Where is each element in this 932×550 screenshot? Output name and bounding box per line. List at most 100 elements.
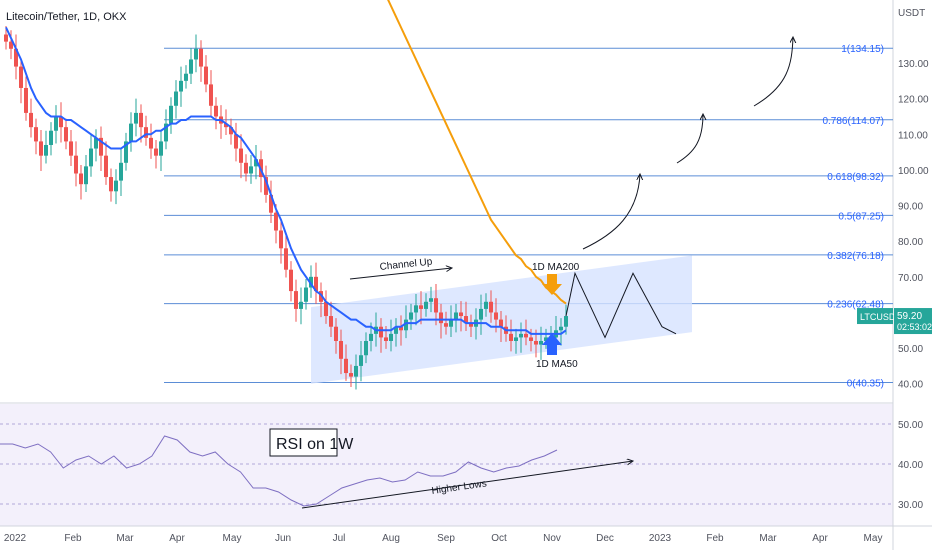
candle-body-15 bbox=[79, 173, 83, 185]
rsi-line bbox=[0, 435, 558, 507]
candle-body-73 bbox=[369, 333, 373, 341]
time-tick-4: May bbox=[223, 533, 242, 544]
candle-body-95 bbox=[479, 308, 483, 320]
last-price: 59.20 bbox=[897, 311, 922, 322]
time-tick-15: Apr bbox=[812, 533, 828, 544]
candle-body-1 bbox=[9, 41, 13, 49]
candle-body-104 bbox=[524, 333, 528, 338]
price-tick-6: 70.00 bbox=[898, 273, 923, 284]
candle-body-7 bbox=[39, 141, 43, 156]
candle-body-108 bbox=[544, 337, 548, 341]
candle-body-32 bbox=[164, 123, 168, 142]
candle-body-91 bbox=[459, 312, 463, 317]
candle-body-22 bbox=[114, 180, 118, 192]
ma200-arrow bbox=[542, 274, 562, 295]
candle-body-8 bbox=[44, 144, 48, 156]
price-tick-8: 50.00 bbox=[898, 344, 923, 355]
candle-body-59 bbox=[299, 301, 303, 309]
candle-body-56 bbox=[284, 248, 288, 270]
candle-body-3 bbox=[19, 66, 23, 88]
time-tick-2: Mar bbox=[116, 533, 134, 544]
candle-body-61 bbox=[309, 276, 313, 288]
time-tick-12: 2023 bbox=[649, 533, 672, 544]
candle-body-69 bbox=[349, 373, 353, 377]
candle-body-92 bbox=[464, 316, 468, 324]
candle-body-27 bbox=[139, 112, 143, 128]
candle-body-41 bbox=[209, 84, 213, 106]
fib-label-4: 0.382(76.18) bbox=[827, 251, 884, 262]
projection-zigzag bbox=[565, 271, 677, 339]
candle-body-66 bbox=[334, 326, 338, 341]
candle-body-105 bbox=[529, 337, 533, 341]
candle-body-67 bbox=[339, 340, 343, 359]
candle-body-107 bbox=[539, 340, 543, 345]
candle-body-99 bbox=[499, 319, 503, 327]
candle-body-93 bbox=[469, 323, 473, 327]
candle-body-83 bbox=[419, 305, 423, 309]
candle-body-35 bbox=[179, 80, 183, 92]
channel-arrow bbox=[349, 268, 452, 280]
price-tick-2: 110.00 bbox=[898, 130, 928, 141]
candle-body-11 bbox=[59, 116, 63, 128]
candle-body-102 bbox=[514, 337, 518, 341]
candle-body-111 bbox=[559, 326, 563, 331]
candle-body-106 bbox=[534, 340, 538, 345]
fib-label-3: 0.5(87.25) bbox=[838, 211, 884, 222]
candle-body-38 bbox=[194, 48, 198, 60]
time-tick-6: Jul bbox=[333, 533, 346, 544]
candle-body-29 bbox=[149, 137, 153, 149]
price-tick-4: 90.00 bbox=[898, 202, 923, 213]
candle-body-53 bbox=[269, 194, 273, 213]
candle-body-13 bbox=[69, 141, 73, 156]
candle-body-63 bbox=[319, 291, 323, 302]
last-price-tag bbox=[894, 308, 932, 335]
candle-body-5 bbox=[29, 112, 33, 128]
candle-body-12 bbox=[64, 127, 68, 142]
candle-body-52 bbox=[264, 177, 268, 195]
candle-body-17 bbox=[89, 148, 93, 167]
rsi-tick-0: 50.00 bbox=[898, 420, 923, 431]
fib-label-2: 0.618(98.32) bbox=[827, 172, 884, 183]
candle-body-0 bbox=[4, 34, 8, 42]
candle-body-10 bbox=[54, 116, 58, 131]
ma50-line bbox=[5, 26, 567, 335]
time-tick-5: Jun bbox=[275, 533, 291, 544]
candle-body-60 bbox=[304, 287, 308, 302]
candle-body-2 bbox=[14, 48, 18, 67]
ma200-annotation: 1D MA200 bbox=[532, 262, 580, 273]
candle-body-26 bbox=[134, 112, 138, 124]
candles bbox=[4, 25, 568, 390]
currency-label: USDT bbox=[898, 8, 925, 19]
candle-body-68 bbox=[344, 358, 348, 374]
candle-body-97 bbox=[489, 301, 493, 313]
candle-body-87 bbox=[439, 312, 443, 324]
candle-body-78 bbox=[394, 326, 398, 334]
candle-body-71 bbox=[359, 355, 363, 366]
axes: 130.00120.00110.00100.0090.0080.0070.006… bbox=[4, 59, 932, 544]
rsi-label: RSI on 1W bbox=[276, 436, 354, 453]
price-tick-3: 100.00 bbox=[898, 166, 929, 177]
rsi-tick-2: 30.00 bbox=[898, 500, 923, 511]
time-tick-0: 2022 bbox=[4, 533, 27, 544]
time-tick-1: Feb bbox=[64, 533, 82, 544]
candle-body-80 bbox=[404, 319, 408, 331]
time-tick-11: Dec bbox=[596, 533, 614, 544]
candle-body-79 bbox=[399, 326, 403, 331]
price-tick-0: 130.00 bbox=[898, 59, 929, 70]
candle-body-55 bbox=[279, 230, 283, 249]
candle-body-112 bbox=[564, 316, 568, 327]
candle-body-85 bbox=[429, 298, 433, 302]
candle-body-16 bbox=[84, 166, 88, 185]
fib-label-1: 0.786(114.07) bbox=[822, 116, 884, 127]
candle-body-96 bbox=[484, 301, 488, 309]
candle-body-9 bbox=[49, 130, 53, 145]
time-tick-16: May bbox=[864, 533, 883, 544]
candle-body-90 bbox=[454, 312, 458, 320]
candle-body-76 bbox=[384, 337, 388, 341]
countdown: 02:53:02 bbox=[897, 322, 932, 332]
price-tick-1: 120.00 bbox=[898, 95, 929, 106]
candle-body-42 bbox=[214, 105, 218, 117]
candle-body-34 bbox=[174, 91, 178, 106]
